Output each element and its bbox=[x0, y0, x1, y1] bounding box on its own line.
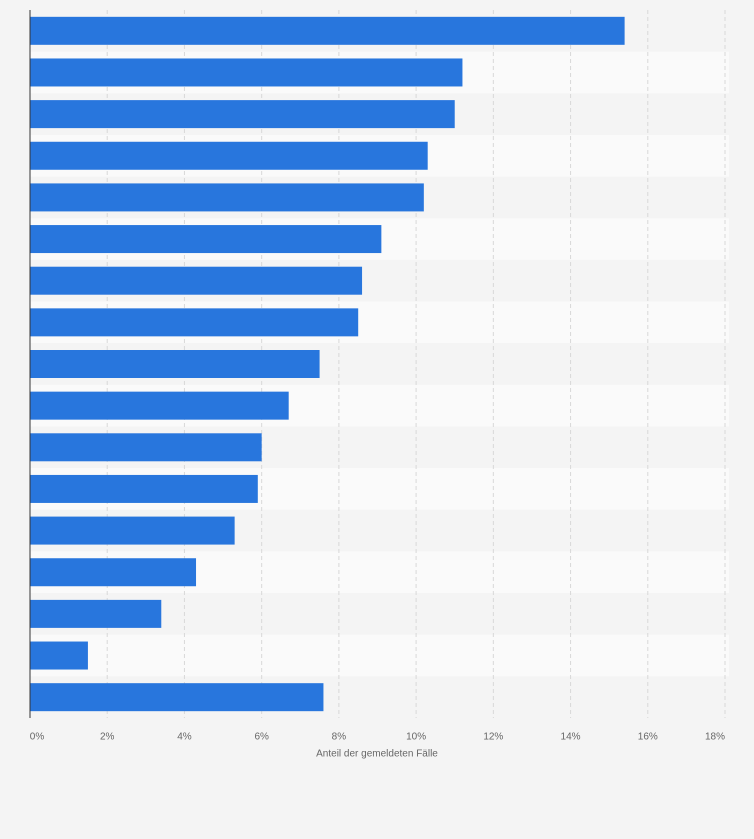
bar bbox=[30, 16, 625, 45]
x-tick-label: 0% bbox=[30, 732, 45, 743]
bar bbox=[30, 350, 320, 378]
bar bbox=[30, 474, 258, 503]
x-axis-label: Anteil der gemeldeten Fälle bbox=[316, 749, 438, 760]
x-tick-label: 16% bbox=[638, 732, 658, 743]
bar bbox=[30, 308, 359, 337]
x-tick-label: 2% bbox=[100, 732, 115, 743]
bar bbox=[30, 266, 363, 295]
bar bbox=[30, 433, 262, 462]
bar bbox=[30, 516, 235, 545]
bar bbox=[30, 641, 88, 670]
bar bbox=[30, 141, 428, 170]
x-tick-label: 6% bbox=[254, 732, 269, 743]
row-band bbox=[30, 634, 729, 677]
x-tick-label: 12% bbox=[483, 732, 503, 743]
bar bbox=[30, 683, 324, 712]
bar bbox=[30, 558, 197, 587]
bar bbox=[30, 391, 289, 420]
bar bbox=[30, 58, 463, 87]
x-tick-label: 4% bbox=[177, 732, 192, 743]
x-tick-label: 8% bbox=[332, 732, 347, 743]
x-tick-label: 10% bbox=[406, 732, 426, 743]
bar bbox=[30, 183, 424, 212]
bar bbox=[30, 599, 162, 628]
bar bbox=[30, 225, 382, 254]
x-tick-label: 14% bbox=[561, 732, 581, 743]
x-tick-label: 18% bbox=[705, 732, 725, 743]
bar bbox=[30, 100, 455, 129]
